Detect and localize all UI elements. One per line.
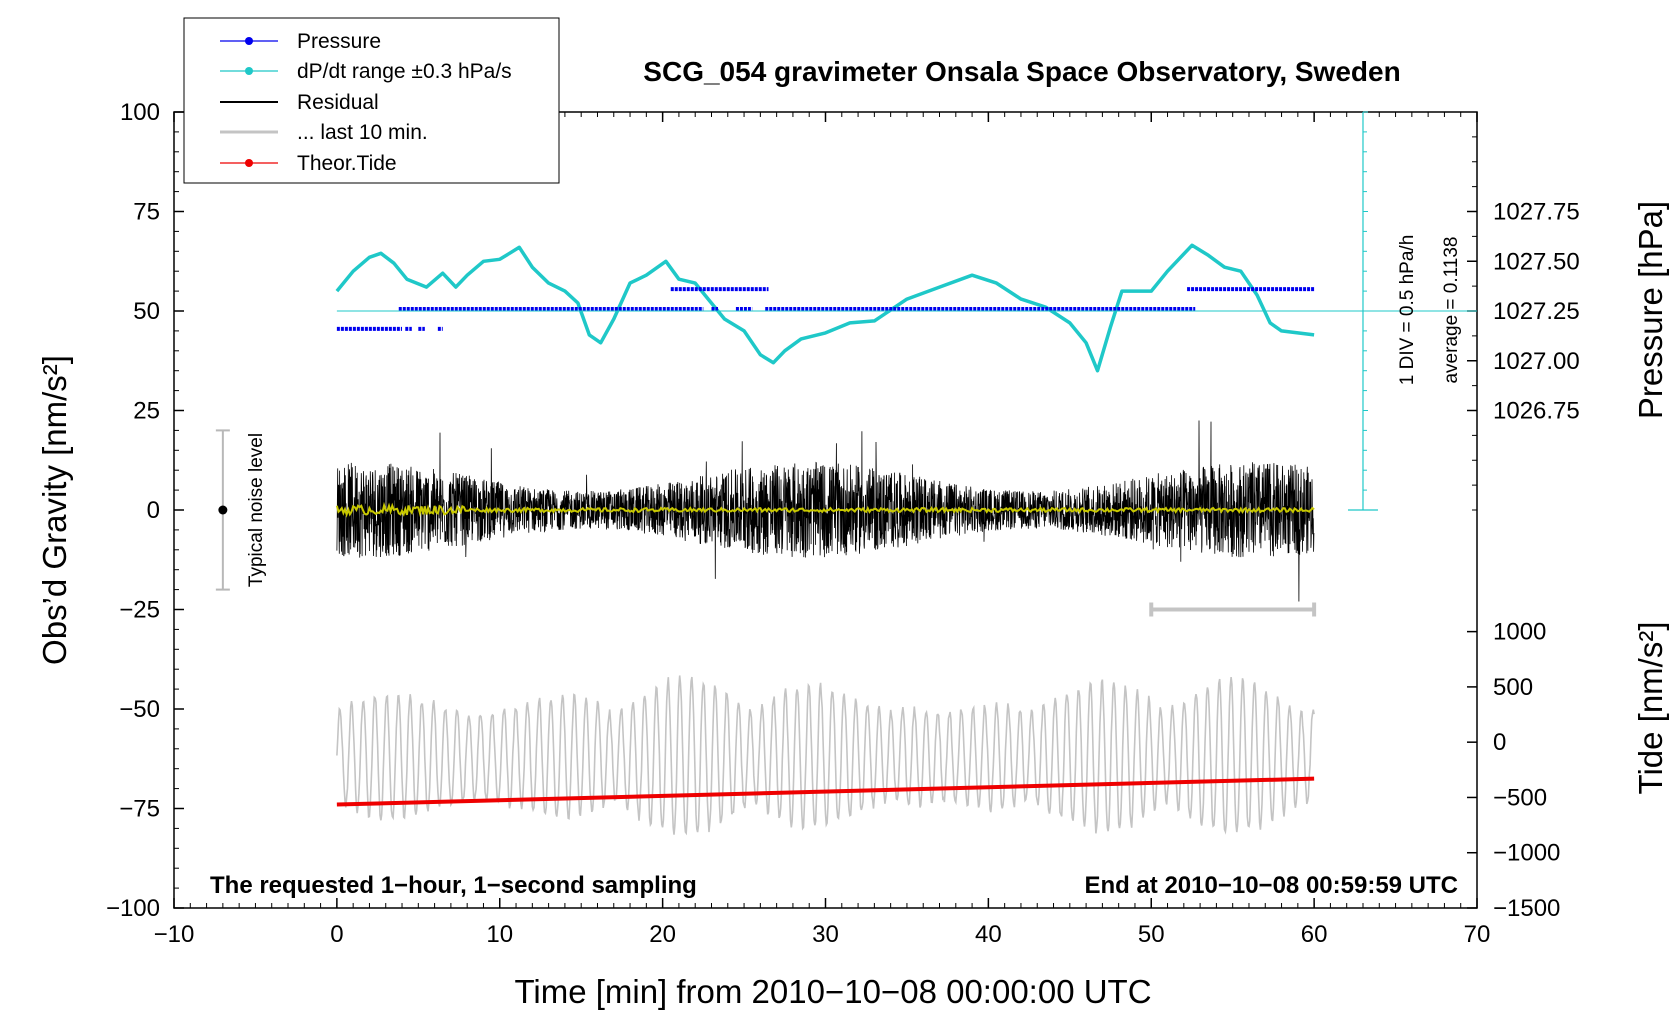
legend-swatch-dot [245,37,253,45]
theor-tide-line [336,776,1315,807]
legend: Pressure dP/dt range ±0.3 hPa/s Residual… [183,17,560,184]
tide-tick-label: −1500 [1493,895,1560,922]
x-tick-label: 50 [1138,921,1165,948]
legend-swatch-dot [245,67,253,75]
pressure-scale-div-label: 1 DIV = 0.5 hPa/h [1397,235,1418,386]
legend-swatch-dot [245,159,253,167]
y-tick-label: −75 [119,796,160,823]
legend-item-theor-tide: Theor.Tide [220,152,397,175]
tide-tick-label: 500 [1493,674,1533,701]
y-axis-tick-labels: 100 75 50 25 0 −25 −50 −75 −100 [106,99,160,922]
legend-item-last-10-min: ... last 10 min. [220,121,428,144]
x-tick-label: 20 [649,921,676,948]
residual-line [336,420,1315,602]
observed-gravity-line [336,675,1315,836]
pressure-tick-label: 1027.25 [1493,298,1580,325]
x-tick-label: 30 [812,921,839,948]
axis-ticks [173,111,1478,909]
y-axis-label: Obs’d Gravity [nm/s²] [36,355,73,665]
noise-level-label: Typical noise level [246,433,267,587]
tide-tick-label: 0 [1493,729,1506,756]
legend-item-dpdt: dP/dt range ±0.3 hPa/s [220,60,512,83]
chart-title: SCG_054 gravimeter Onsala Space Observat… [643,56,1400,87]
y-tick-label: 75 [133,199,160,226]
tide-tick-label: −1000 [1493,840,1560,867]
legend-item-pressure: Pressure [220,30,381,53]
legend-label: Theor.Tide [297,152,397,175]
pressure-tick-label: 1026.75 [1493,398,1580,425]
tide-tick-label: 1000 [1493,619,1546,646]
noise-level-bar [215,429,230,591]
residual-smoothed-line [335,501,1315,518]
series-layer [335,243,1477,836]
tide-tick-label: −500 [1493,784,1547,811]
x-tick-label: 60 [1301,921,1328,948]
legend-label: Residual [297,91,379,114]
legend-box [183,17,560,184]
y-tick-label: 50 [133,298,160,325]
x-tick-label: 40 [975,921,1002,948]
y-tick-label: 100 [120,99,160,126]
y-tick-label: −50 [119,696,160,723]
footnote-right: End at 2010−10−08 00:59:59 UTC [1084,872,1458,899]
pressure-tick-label: 1027.75 [1493,199,1580,226]
x-axis-label: Time [min] from 2010−10−08 00:00:00 UTC [514,973,1151,1010]
pressure-tick-label: 1027.00 [1493,348,1580,375]
legend-label: dP/dt range ±0.3 hPa/s [297,60,512,83]
pressure-scale-average-label: average = 0.1138 [1441,236,1462,383]
legend-item-residual: Residual [220,91,379,114]
x-tick-label: −10 [154,921,195,948]
pressure-scale-bar [1347,111,1378,511]
tide-axis-tick-labels: 1000 500 0 −500 −1000 −1500 [1493,619,1560,922]
pressure-axis-label: Pressure [hPa] [1632,201,1669,419]
x-tick-label: 70 [1464,921,1491,948]
x-tick-label: 10 [486,921,513,948]
pressure-tick-label: 1027.50 [1493,248,1580,275]
legend-label: Pressure [297,30,381,53]
x-axis-tick-labels: −10 0 10 20 30 40 50 60 70 [154,921,1491,948]
x-tick-label: 0 [330,921,343,948]
footnote-left: The requested 1−hour, 1−second sampling [210,872,697,899]
y-tick-label: −100 [106,895,160,922]
y-tick-label: 25 [133,398,160,425]
legend-label: ... last 10 min. [297,121,428,144]
dpdt-line [335,243,1315,373]
y-tick-label: 0 [147,497,160,524]
tide-axis-label: Tide [nm/s²] [1632,622,1669,795]
pressure-axis-tick-labels: 1027.75 1027.50 1027.25 1027.00 1026.75 [1493,199,1580,425]
y-tick-label: −25 [119,597,160,624]
noise-bar-center-dot [218,505,228,515]
